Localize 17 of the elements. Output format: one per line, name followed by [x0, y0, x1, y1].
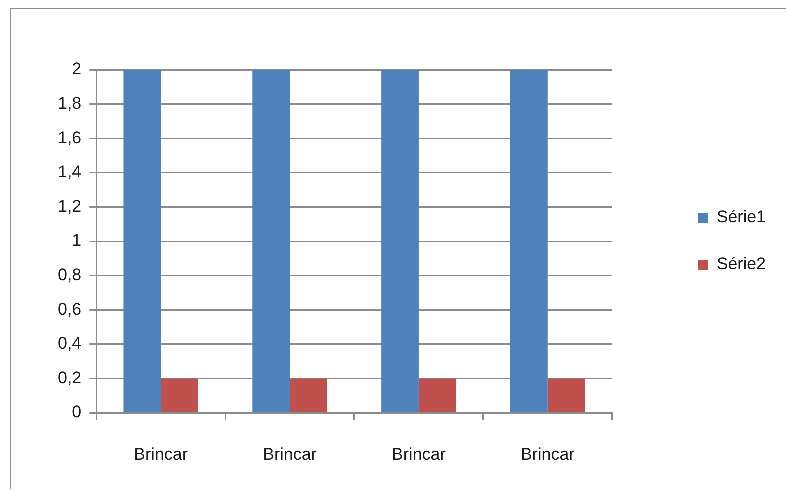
y-tick-label: 0,2 — [58, 368, 82, 388]
y-tick-label: 0,6 — [58, 300, 82, 319]
legend-label: Série2 — [716, 254, 766, 274]
y-tick-label: 1 — [72, 231, 82, 250]
x-tick-label: Brincar — [263, 444, 318, 464]
y-tick-label: 0,8 — [58, 265, 82, 284]
y-tick-label: 0 — [72, 402, 82, 422]
x-tick-label: Brincar — [134, 444, 188, 464]
x-tick-label: Brincar — [392, 444, 446, 464]
x-tick-label: Brincar — [520, 444, 576, 464]
y-tick-label: 0,4 — [58, 334, 82, 354]
y-tick-label: 1,4 — [58, 162, 82, 182]
legend-label: Série1 — [716, 208, 766, 227]
y-tick-label: 1,2 — [58, 196, 82, 216]
y-tick-label: 1,8 — [58, 94, 82, 113]
y-tick-label: 1,6 — [58, 128, 82, 148]
y-tick-label: 2 — [72, 60, 82, 79]
